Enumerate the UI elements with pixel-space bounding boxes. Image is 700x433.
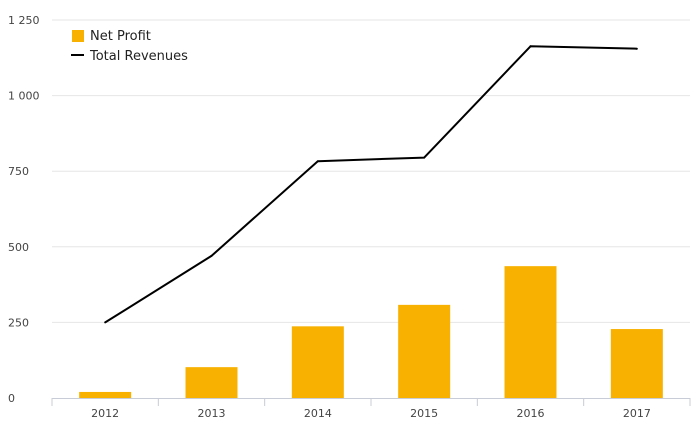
net-profit-bar [79,391,132,398]
y-tick-label: 1 000 [8,90,40,103]
total-revenues-line [104,45,637,324]
x-tick-label: 2014 [304,407,332,420]
y-tick-label: 250 [8,316,29,329]
total-revenues-point [635,47,638,50]
total-revenues-point [316,160,319,163]
y-tick-label: 500 [8,241,29,254]
x-tick-label: 2015 [410,407,438,420]
net-profit-bar [504,266,557,398]
total-revenues-point [423,156,426,159]
total-revenues-point [529,45,532,48]
x-tick-label: 2016 [517,407,545,420]
total-revenues-point [104,321,107,324]
legend-label-total-revenues: Total Revenues [89,49,188,64]
x-tick-label: 2017 [623,407,651,420]
net-profit-bar [610,329,663,398]
y-tick-label: 750 [8,165,29,178]
x-tick-label: 2012 [91,407,119,420]
legend-swatch-net-profit [72,30,84,42]
y-tick-label: 1 250 [8,14,40,27]
gridlines [52,19,690,323]
net-profit-bar [185,367,238,398]
total-revenues-point [210,254,213,257]
net-profit-bar [398,304,451,398]
total-revenues-line-group [104,45,638,324]
legend: Net Profit Total Revenues [71,29,188,64]
legend-label-net-profit: Net Profit [90,29,151,44]
y-tick-label: 0 [8,392,15,405]
y-axis-ticks: 0 250 500 750 1 000 1 250 [8,14,40,405]
net-profit-bar [291,326,344,398]
x-axis: 2012 2013 2014 2015 2016 2017 [51,398,691,420]
x-tick-label: 2013 [198,407,226,420]
net-profit-bars [79,266,663,398]
